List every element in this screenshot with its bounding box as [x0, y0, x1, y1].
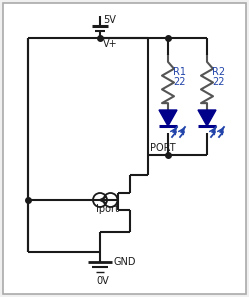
Text: V+: V+ — [103, 39, 118, 49]
FancyBboxPatch shape — [3, 3, 246, 294]
Text: PORT: PORT — [150, 143, 176, 153]
Text: 0V: 0V — [96, 276, 109, 286]
Text: R2: R2 — [212, 67, 225, 77]
Text: 22: 22 — [173, 77, 186, 87]
Text: 22: 22 — [212, 77, 225, 87]
Polygon shape — [159, 110, 177, 126]
Text: 5V: 5V — [103, 15, 116, 25]
Text: GND: GND — [114, 257, 136, 267]
Text: R1: R1 — [173, 67, 186, 77]
Polygon shape — [198, 110, 216, 126]
Text: Iport: Iport — [96, 204, 119, 214]
